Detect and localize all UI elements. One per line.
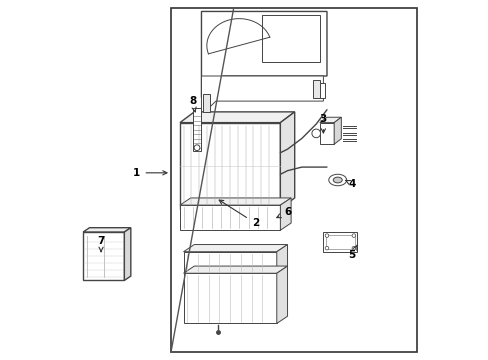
Polygon shape [201, 76, 323, 116]
Polygon shape [124, 228, 131, 280]
Text: 7: 7 [97, 236, 104, 252]
Bar [192, 108, 201, 151]
Polygon shape [280, 112, 294, 209]
Polygon shape [83, 228, 131, 232]
Circle shape [351, 246, 355, 250]
Circle shape [325, 246, 328, 250]
Text: 3: 3 [319, 114, 326, 133]
Polygon shape [319, 117, 341, 123]
Polygon shape [276, 244, 287, 273]
Polygon shape [183, 266, 287, 273]
Circle shape [351, 234, 355, 237]
Text: 2: 2 [219, 200, 258, 228]
Polygon shape [276, 266, 287, 323]
Bar [183, 252, 276, 273]
Bar [171, 8, 416, 352]
Bar [183, 273, 276, 323]
Circle shape [311, 129, 320, 138]
Polygon shape [183, 244, 287, 252]
Polygon shape [262, 15, 319, 62]
Bar [180, 123, 280, 209]
Bar [319, 123, 333, 144]
Circle shape [325, 234, 328, 237]
Ellipse shape [333, 177, 342, 183]
Polygon shape [280, 198, 290, 230]
Bar [180, 205, 280, 230]
Bar [203, 94, 210, 112]
Circle shape [194, 145, 200, 150]
Text: 8: 8 [188, 96, 196, 112]
Bar [319, 83, 325, 98]
Polygon shape [180, 112, 294, 123]
Bar [323, 232, 357, 252]
Polygon shape [180, 198, 290, 205]
Bar [312, 80, 319, 98]
Ellipse shape [328, 174, 346, 186]
Polygon shape [333, 117, 341, 144]
Text: 4: 4 [345, 179, 355, 189]
Text: 6: 6 [276, 207, 290, 218]
Text: 1: 1 [133, 168, 166, 178]
Polygon shape [201, 12, 326, 98]
Text: 5: 5 [348, 245, 357, 260]
Bar [83, 232, 124, 280]
Bar [325, 235, 354, 249]
